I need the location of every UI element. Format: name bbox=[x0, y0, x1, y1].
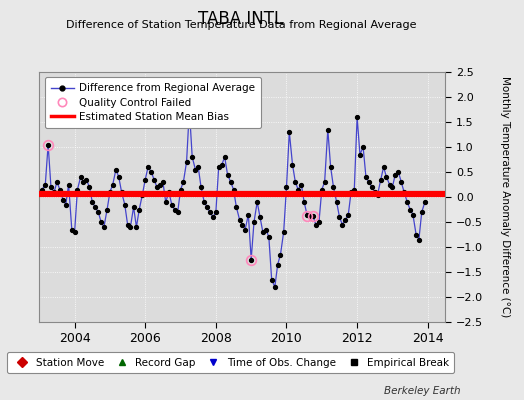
Text: Berkeley Earth: Berkeley Earth bbox=[385, 386, 461, 396]
Y-axis label: Monthly Temperature Anomaly Difference (°C): Monthly Temperature Anomaly Difference (… bbox=[499, 76, 510, 318]
Text: Difference of Station Temperature Data from Regional Average: Difference of Station Temperature Data f… bbox=[66, 20, 416, 30]
Legend: Difference from Regional Average, Quality Control Failed, Estimated Station Mean: Difference from Regional Average, Qualit… bbox=[45, 77, 261, 128]
Text: TABA INTL: TABA INTL bbox=[199, 10, 283, 28]
Legend: Station Move, Record Gap, Time of Obs. Change, Empirical Break: Station Move, Record Gap, Time of Obs. C… bbox=[7, 352, 454, 373]
